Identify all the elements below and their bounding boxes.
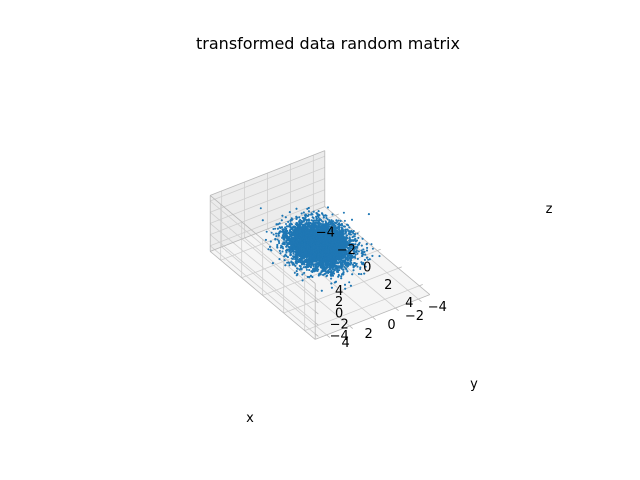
- data-point: [305, 268, 308, 271]
- scatter-points: [259, 206, 381, 292]
- data-point: [336, 221, 339, 223]
- data-point: [343, 266, 346, 268]
- data-point: [310, 219, 313, 222]
- grid-back-z-0: [209, 223, 316, 312]
- chart-title: transformed data random matrix: [196, 34, 460, 53]
- data-point: [270, 231, 273, 234]
- grid-side-z--2: [210, 189, 325, 235]
- data-point: [294, 253, 297, 256]
- grid-floor-y-2: [244, 237, 350, 327]
- grid-side-z--4: [210, 200, 325, 247]
- data-point: [272, 228, 275, 230]
- grid-side-z-4: [210, 155, 325, 202]
- grid-back-z--2: [209, 234, 316, 323]
- data-point: [300, 267, 303, 270]
- data-point: [348, 281, 351, 284]
- data-point: [274, 227, 277, 230]
- grid-back-z--4: [209, 245, 316, 335]
- grid-back-z-2: [209, 211, 316, 301]
- data-point: [267, 248, 270, 251]
- grid-side-z-2: [210, 167, 325, 213]
- data-point: [326, 218, 329, 221]
- grid-floor-y-4: [221, 246, 327, 336]
- side-edge-top: [210, 150, 325, 196]
- grid-side-z-0: [210, 178, 325, 224]
- floor-edge-back: [209, 251, 316, 340]
